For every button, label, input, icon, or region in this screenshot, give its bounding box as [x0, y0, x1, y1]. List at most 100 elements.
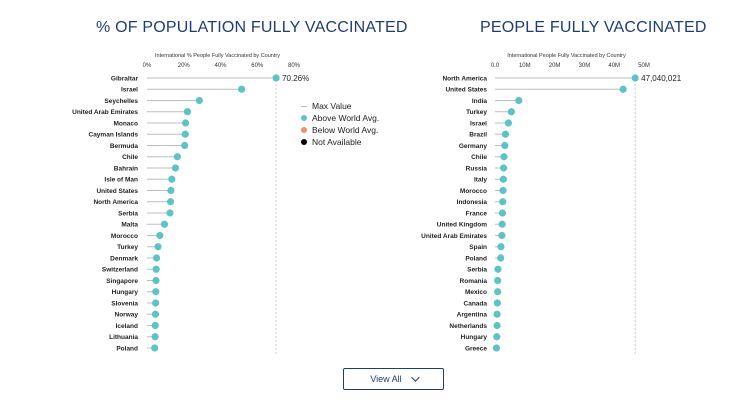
people-category-label: Chile	[471, 154, 487, 161]
pct-tick-label: 80%	[288, 63, 301, 69]
pct-category-label: Chile	[122, 154, 138, 161]
right-chart-title: PEOPLE FULLY VACCINATED	[480, 19, 707, 36]
pct-data-point	[160, 220, 169, 228]
people-data-point	[497, 243, 505, 251]
legend-item-below: Below World Avg.	[301, 124, 379, 136]
pct-tick-label: 0%	[143, 63, 152, 69]
pct-category-label: Bermuda	[110, 143, 139, 150]
people-category-label: Israel	[470, 120, 487, 127]
pct-category-label: Lithuania	[109, 334, 138, 341]
pct-category-label: Switzerland	[102, 267, 138, 274]
people-data-point	[498, 231, 506, 240]
people-data-point	[507, 108, 515, 116]
people-data-point	[493, 310, 501, 318]
pct-category-label: Cayman Islands	[89, 132, 139, 139]
pct-tick-label: 20%	[178, 63, 191, 69]
people-category-label: Turkey	[466, 109, 487, 116]
pct-category-label: Turkey	[117, 244, 138, 251]
max-value-line-icon	[301, 105, 307, 107]
people-category-label: Indonesia	[457, 199, 488, 206]
pct-category-label: Singapore	[106, 278, 138, 285]
left-chart-title: % OF POPULATION FULLY VACCINATED	[96, 19, 408, 36]
people-category-label: Mexico	[465, 289, 487, 296]
people-data-point	[499, 198, 507, 206]
people-data-point	[493, 299, 501, 307]
pct-data-point	[181, 130, 189, 138]
people-category-label: India	[472, 98, 488, 105]
people-tick-label: 10M	[519, 63, 531, 69]
people-data-point	[500, 153, 508, 161]
people-tick-label: 40M	[608, 63, 620, 69]
people-category-label: Spain	[469, 244, 487, 251]
pct-data-point	[154, 243, 162, 251]
pct-data-point	[166, 209, 174, 217]
above-dot-icon	[301, 115, 307, 121]
people-tick-label: 50M	[638, 63, 650, 69]
pct-tick-label: 60%	[251, 63, 264, 69]
pct-data-point	[173, 153, 181, 161]
na-dot-icon	[301, 139, 307, 145]
people-category-label: France	[466, 210, 488, 217]
people-data-point	[515, 96, 523, 105]
pct-data-point	[152, 288, 160, 296]
people-tick-label: 30M	[579, 63, 591, 69]
people-category-label: Netherlands	[449, 323, 487, 330]
people-data-point	[499, 186, 507, 195]
legend-label-na: Not Available	[312, 137, 362, 147]
people-axis-caption: International People Fully Vaccinated by…	[507, 53, 626, 59]
people-data-point	[498, 220, 506, 228]
pct-category-label: Gibraltar	[111, 75, 139, 82]
chevron-down-icon	[410, 373, 420, 382]
pct-data-point	[167, 186, 175, 195]
pct-category-label: Malta	[121, 222, 138, 229]
pct-data-point	[156, 231, 164, 240]
people-category-label: United Arab Emirates	[421, 233, 487, 240]
pct-data-point	[195, 96, 203, 105]
people-category-label: Brazil	[469, 132, 487, 139]
pct-data-point	[151, 321, 159, 330]
people-category-label: Germany	[459, 143, 488, 150]
people-data-point	[498, 209, 507, 217]
pct-category-label: Norway	[115, 312, 139, 319]
pct-category-label: Slovenia	[111, 300, 138, 307]
pct-max-value-label: 70.26%	[282, 74, 309, 83]
people-category-label: Serbia	[467, 267, 487, 274]
people-data-point	[493, 321, 501, 330]
people-tick-label: 20M	[549, 63, 561, 69]
view-all-button[interactable]: View All	[343, 368, 444, 390]
people-data-point	[619, 85, 627, 93]
people-data-point	[494, 276, 502, 285]
below-dot-icon	[301, 127, 307, 133]
people-category-label: Argentina	[457, 312, 488, 319]
people-data-point	[499, 175, 507, 183]
pct-data-point	[152, 276, 160, 285]
pct-category-label: North America	[93, 199, 138, 206]
pct-category-label: United States	[96, 188, 138, 195]
people-category-label: Greece	[465, 345, 487, 352]
pct-category-label: Hungary	[112, 289, 139, 296]
people-data-point	[493, 333, 501, 341]
pct-data-point	[166, 198, 175, 206]
people-category-label: Italy	[474, 177, 487, 184]
legend-label-below: Below World Avg.	[312, 125, 379, 135]
people-category-label: United Kingdom	[437, 222, 487, 229]
legend-item-na: Not Available	[301, 136, 379, 148]
pct-category-label: Serbia	[118, 210, 138, 217]
pct-data-point	[183, 108, 192, 116]
pct-category-label: Poland	[116, 345, 138, 352]
pct-category-label: Israel	[121, 87, 138, 94]
people-data-point	[631, 74, 639, 82]
pct-category-label: Iceland	[116, 323, 138, 330]
people-data-point	[494, 288, 502, 296]
pct-data-point	[238, 85, 246, 93]
people-category-label: Russia	[466, 165, 488, 172]
people-category-label: United States	[445, 87, 487, 94]
people-data-point	[500, 164, 508, 172]
people-max-value-label: 47,040,021	[641, 74, 682, 83]
pct-category-label: Monaco	[113, 120, 138, 127]
people-category-label: Canada	[464, 300, 488, 307]
pct-category-label: Isle of Man	[104, 177, 138, 184]
people-category-label: Hungary	[461, 334, 488, 341]
people-data-point	[497, 254, 505, 262]
people-tick-label: 0.0	[491, 63, 500, 69]
